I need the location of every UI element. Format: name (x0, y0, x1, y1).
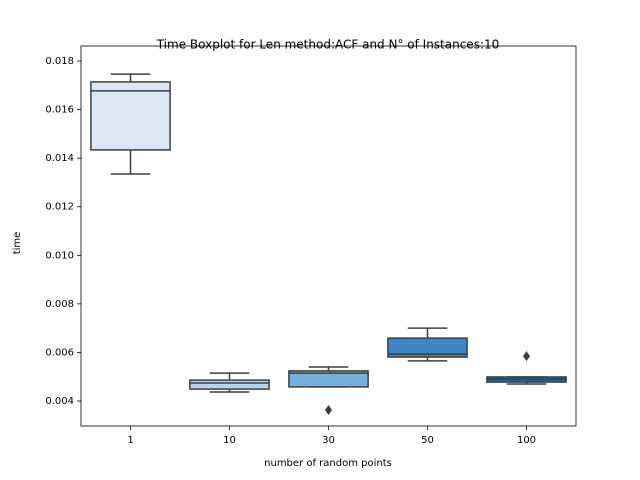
x-tick-label: 50 (421, 435, 434, 446)
y-axis-label: time (12, 232, 23, 255)
box (387, 337, 468, 358)
outlier (523, 351, 530, 362)
chart-title: Time Boxplot for Len method:ACF and N° o… (156, 38, 500, 52)
y-tick-label: 0.012 (45, 202, 74, 213)
x-tick-label: 30 (322, 435, 335, 446)
y-tick-label: 0.008 (45, 299, 74, 310)
box (90, 81, 171, 151)
y-tick-label: 0.014 (45, 153, 74, 164)
outlier (325, 404, 332, 415)
y-tick-label: 0.018 (45, 56, 74, 67)
y-tick-label: 0.010 (45, 250, 74, 261)
x-tick-label: 10 (223, 435, 236, 446)
plot-frame (80, 45, 577, 427)
x-tick-label: 100 (517, 435, 536, 446)
y-tick-label: 0.016 (45, 105, 74, 116)
box (288, 370, 369, 388)
box (189, 379, 270, 390)
x-tick-label: 1 (127, 435, 133, 446)
y-tick-label: 0.006 (45, 347, 74, 358)
x-axis-label: number of random points (264, 458, 392, 469)
y-tick-label: 0.004 (45, 396, 74, 407)
